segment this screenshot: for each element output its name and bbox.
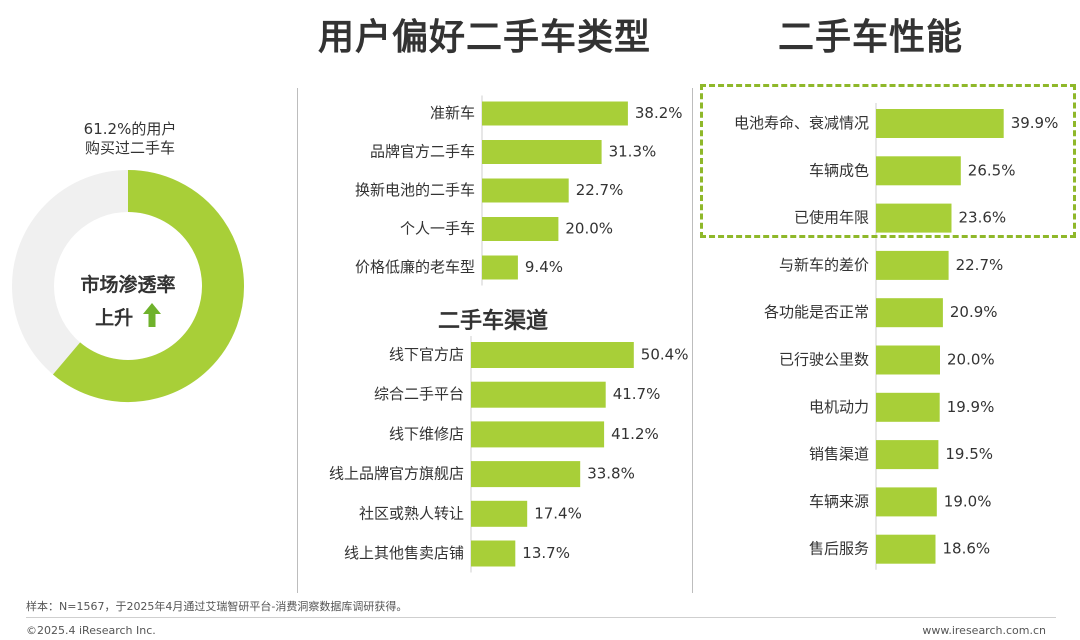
chart-3-category-label-8: 销售渠道 (809, 445, 869, 463)
chart-3-bar-4 (876, 250, 949, 280)
chart-2-value-label-3: 41.2% (611, 425, 659, 443)
chart-3-bar-1 (876, 109, 1004, 138)
chart-3-value-label-9: 19.0% (944, 492, 992, 510)
chart-3-category-label-1: 电池寿命、衰减情况 (734, 114, 869, 132)
chart-3-bar-6 (876, 345, 940, 375)
right-divider (692, 88, 693, 593)
chart-2-category-label-3: 线下维修店 (389, 425, 464, 443)
chart-2-category-label-5: 社区或熟人转让 (359, 504, 464, 522)
donut-center-line-1: 市场渗透率 (80, 274, 176, 296)
chart-1-category-label-3: 换新电池的二手车 (355, 181, 475, 199)
chart-1-category-label-4: 个人一手车 (400, 220, 475, 238)
website: www.iresearch.com.cn (922, 624, 1046, 637)
performance-title: 二手车性能 (778, 17, 964, 58)
highlight-box (700, 84, 1076, 238)
chart-1-value-label-4: 20.0% (565, 220, 613, 238)
chart-3-bar-7 (876, 392, 940, 422)
chart-2-bar-6 (471, 540, 516, 567)
chart-1-bar-2 (482, 140, 602, 164)
sample-note: 样本：N=1567，于2025年4月通过艾瑞智研平台-消费洞察数据库调研获得。 (26, 600, 408, 613)
chart-2-bar-3 (471, 421, 605, 448)
penetration-caption: 61.2%的用户 购买过二手车 (60, 120, 200, 158)
chart-1-value-label-1: 38.2% (635, 104, 683, 122)
chart-3-bar-5 (876, 298, 943, 328)
copyright: ©2025.4 iResearch Inc. (26, 624, 156, 637)
chart-2-value-label-1: 50.4% (641, 346, 689, 364)
chart-2-value-label-5: 17.4% (534, 504, 582, 522)
up-arrow-icon (142, 303, 161, 327)
chart-3-bar-2 (876, 156, 961, 186)
chart-2-category-label-6: 线上其他售卖店铺 (344, 544, 464, 562)
chart-3-category-label-9: 车辆来源 (809, 492, 869, 510)
chart-3-category-label-7: 电机动力 (809, 398, 869, 416)
chart-3-value-label-4: 22.7% (956, 256, 1004, 274)
donut-center-line-2: 上升 (60, 303, 196, 330)
chart-3-bar-9 (876, 487, 937, 517)
chart-1-category-label-5: 价格低廉的老车型 (355, 258, 475, 276)
chart-3-value-label-7: 19.9% (947, 398, 995, 416)
chart-2-bar-1 (471, 342, 634, 368)
chart-2-bar-4 (471, 461, 581, 488)
chart-1-value-label-5: 9.4% (525, 258, 563, 276)
chart-1-category-label-2: 品牌官方二手车 (370, 143, 475, 161)
donut-arc (52, 170, 244, 402)
penetration-donut-chart (12, 170, 244, 402)
chart-3-bar-8 (876, 440, 939, 470)
chart-3-category-label-4: 与新车的差价 (779, 256, 869, 274)
chart-3-value-label-6: 20.0% (947, 351, 995, 369)
chart-3-category-label-3: 已使用年限 (794, 209, 869, 227)
chart-3-category-label-10: 售后服务 (809, 540, 869, 558)
chart-1-value-label-3: 22.7% (576, 181, 624, 199)
chart-3-value-label-2: 26.5% (968, 161, 1016, 179)
chart-3-value-label-10: 18.6% (943, 540, 991, 558)
footer-divider (26, 617, 1056, 618)
caption-line-1: 61.2%的用户 (83, 120, 177, 138)
chart-3-value-label-8: 19.5% (945, 445, 993, 463)
chart-3-bar-3 (876, 203, 952, 233)
preference-title: 用户偏好二手车类型 (318, 17, 652, 58)
left-divider (297, 88, 298, 593)
chart-2-bar-5 (471, 500, 528, 527)
chart-1-bar-4 (482, 217, 559, 241)
chart-3-value-label-5: 20.9% (950, 303, 998, 321)
chart-1-value-label-2: 31.3% (609, 143, 657, 161)
chart-3-value-label-1: 39.9% (1011, 114, 1059, 132)
chart-2-value-label-6: 13.7% (522, 544, 570, 562)
bar-charts: 准新车 38.2% 品牌官方二手车 31.3% 换新电池的二手车 22.7% 个人一手车 20… (329, 95, 1059, 573)
chart-2-category-label-2: 综合二手平台 (374, 385, 464, 403)
chart-1-category-label-1: 准新车 (430, 104, 475, 122)
chart-3-value-label-3: 23.6% (959, 209, 1007, 227)
chart-1-bar-5 (482, 255, 518, 280)
chart-3-category-label-6: 已行驶公里数 (779, 351, 869, 369)
chart-1-bar-3 (482, 178, 569, 203)
chart-3-category-label-5: 各功能是否正常 (764, 303, 869, 321)
chart-2-value-label-4: 33.8% (587, 465, 635, 483)
chart-2-category-label-4: 线上品牌官方旗舰店 (329, 465, 464, 483)
chart-2-category-label-1: 线下官方店 (389, 346, 464, 364)
chart-3-category-label-2: 车辆成色 (809, 161, 869, 179)
channel-title: 二手车渠道 (438, 309, 549, 334)
chart-3-bar-10 (876, 534, 936, 564)
caption-line-2: 购买过二手车 (84, 139, 175, 157)
chart-2-value-label-2: 41.7% (613, 385, 661, 403)
donut-center-rise-text: 上升 (95, 307, 134, 329)
chart-1-bar-1 (482, 101, 628, 126)
chart-2-bar-2 (471, 381, 606, 408)
